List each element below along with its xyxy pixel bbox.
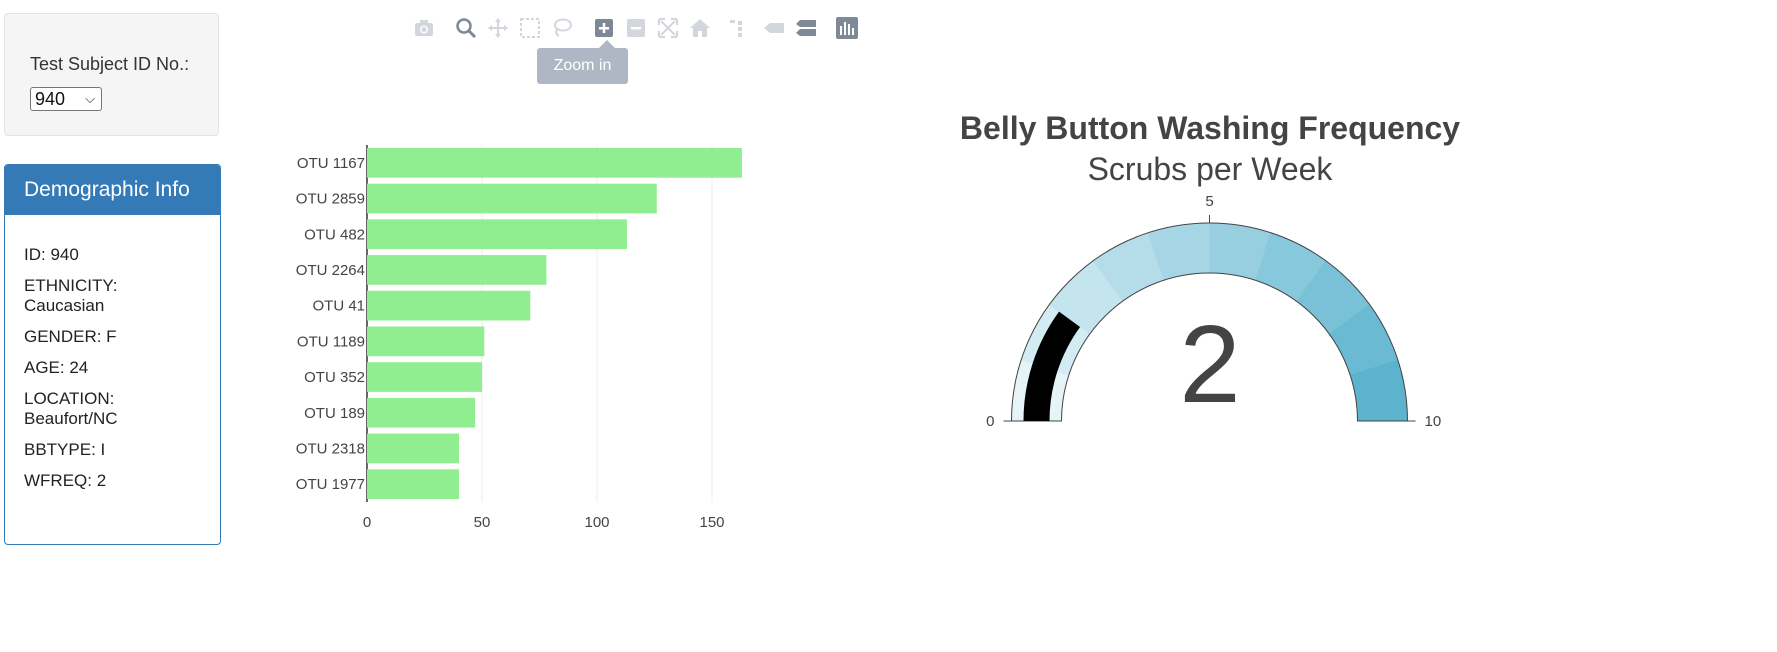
otu-bar-chart: OTU 1167 OTU 2859 OTU 482 OTU 2264 OTU 41 OTU… xyxy=(296,145,742,530)
chevron-down-icon: ⌵ xyxy=(85,91,95,106)
bar-y-label: OTU 189 xyxy=(304,405,365,422)
plotly-logo-icon[interactable] xyxy=(835,16,859,40)
bar-y-label: OTU 41 xyxy=(312,298,365,315)
bar[interactable] xyxy=(367,397,476,428)
zoom-in-icon[interactable] xyxy=(592,16,616,40)
bar[interactable] xyxy=(367,433,459,464)
bar-y-label: OTU 2859 xyxy=(296,191,365,208)
bar-y-label: OTU 1189 xyxy=(297,333,365,350)
bar[interactable] xyxy=(367,255,547,285)
bar-y-label: OTU 2318 xyxy=(296,440,365,457)
bar-x-tick-label: 100 xyxy=(584,514,609,530)
gauge-value-bar xyxy=(1023,311,1081,421)
home-icon[interactable] xyxy=(688,16,712,40)
subject-id-select[interactable]: 940 ⌵ xyxy=(30,87,102,111)
bar[interactable] xyxy=(367,148,742,178)
gauge-tick-label: 5 xyxy=(1205,193,1213,210)
demo-wfreq: WFREQ: 2 xyxy=(24,471,107,490)
zoom-icon[interactable] xyxy=(454,16,478,40)
hover-compare-icon[interactable] xyxy=(794,16,818,40)
bar-x-tick-label: 50 xyxy=(474,514,491,530)
demo-age: AGE: 24 xyxy=(24,358,89,377)
demographic-heading: Demographic Info xyxy=(5,165,220,215)
gauge-value: 2 xyxy=(1179,303,1240,426)
demographic-body: ID: 940 ETHNICITY: Caucasian GENDER: F A… xyxy=(5,215,220,491)
bar-x-tick-label: 0 xyxy=(363,514,371,530)
gauge-title: Belly Button Washing Frequency xyxy=(960,110,1460,146)
demo-gender: GENDER: F xyxy=(24,327,117,346)
wash-frequency-gauge: Belly Button Washing Frequency Scrubs pe… xyxy=(960,110,1460,430)
subject-id-value: 940 xyxy=(35,89,66,109)
demographic-panel: Demographic Info ID: 940 ETHNICITY: Cauc… xyxy=(4,164,221,545)
bar[interactable] xyxy=(367,362,482,392)
bar-y-label: OTU 1977 xyxy=(296,476,365,493)
bar-x-tick-label: 150 xyxy=(699,514,724,530)
box-select-icon[interactable] xyxy=(518,16,542,40)
bar[interactable] xyxy=(367,183,657,214)
pan-icon[interactable] xyxy=(486,16,510,40)
subject-selector-label: Test Subject ID No.: xyxy=(30,54,190,74)
gauge-outline xyxy=(1010,222,1409,422)
bar-y-label: OTU 352 xyxy=(304,369,365,386)
hover-closest-icon[interactable] xyxy=(762,16,786,40)
demo-bbtype: BBTYPE: I xyxy=(24,440,106,459)
lasso-select-icon[interactable] xyxy=(550,16,574,40)
zoom-out-icon[interactable] xyxy=(624,16,648,40)
bar-y-label: OTU 2264 xyxy=(296,262,365,279)
demo-ethnicity: ETHNICITY: Caucasian xyxy=(24,276,118,315)
bar[interactable] xyxy=(367,290,531,321)
spike-lines-icon[interactable] xyxy=(726,16,750,40)
bar[interactable] xyxy=(367,219,627,250)
camera-icon[interactable] xyxy=(412,16,436,40)
subject-selector-well: Test Subject ID No.: 940 ⌵ xyxy=(4,13,219,136)
demo-location: LOCATION: Beaufort/NC xyxy=(24,389,118,428)
gauge-subtitle: Scrubs per Week xyxy=(1088,151,1334,187)
autoscale-icon[interactable] xyxy=(656,16,680,40)
demo-id: ID: 940 xyxy=(24,245,79,264)
bar-y-label: OTU 482 xyxy=(304,226,365,243)
zoom-in-tooltip: Zoom in xyxy=(537,40,628,84)
bar-y-label: OTU 1167 xyxy=(297,155,365,172)
bar[interactable] xyxy=(367,326,485,357)
bar[interactable] xyxy=(367,469,459,499)
gauge-tick-label: 10 xyxy=(1425,413,1442,430)
gauge-tick-label: 0 xyxy=(986,413,994,430)
